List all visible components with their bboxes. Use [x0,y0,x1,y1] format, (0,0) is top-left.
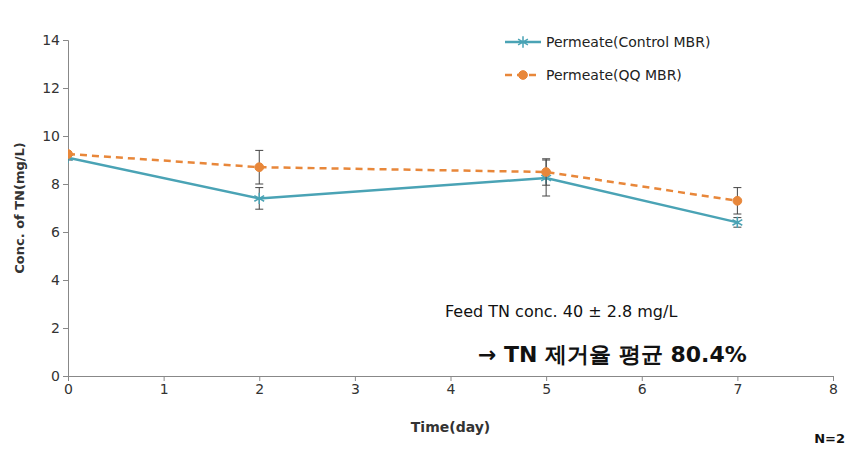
error-bar-line [255,209,263,210]
tick: 14 [42,32,68,48]
tick-mark [63,376,68,377]
error-bar [733,218,741,228]
tick-label: 0 [64,381,73,397]
marker [732,217,742,228]
x-axis: 0 1 2 3 4 5 6 7 8 [64,376,838,397]
chart: 01234567802468101214Time(day)Conc. of TN… [0,0,857,462]
plot: 01234567802468101214 [42,32,838,397]
legend-marker [519,71,528,80]
tick: 12 [42,80,68,96]
annotation: → TN 제거율 평균 80.4% [478,342,747,367]
tick: 6 [51,224,68,240]
error-bar-line [255,150,263,151]
tick-label: 8 [51,176,60,192]
error-bar-line [542,158,550,159]
tick-label: 2 [51,320,60,336]
error-bar [542,159,550,185]
tick: 7 [733,376,742,397]
tick-label: 0 [51,368,60,384]
tick: 5 [542,376,551,397]
tick-label: 10 [42,128,60,144]
tick: 10 [42,128,68,144]
series-line [68,154,737,201]
y-axis-title: Conc. of TN(mg/L) [12,142,27,274]
tick-label: 14 [42,32,60,48]
annotation: N=2 [814,431,845,446]
x-axis-title: Time(day) [411,419,490,435]
tick: 8 [51,176,68,192]
tick-label: 7 [733,381,742,397]
tick-mark [63,40,68,41]
error-bar-line [733,187,741,188]
tick-label: 6 [51,224,60,240]
tick-label: 2 [255,381,264,397]
error-bar [255,188,263,210]
tick-mark [63,328,68,329]
tick-mark [63,88,68,89]
tick: 8 [829,376,838,397]
tick-label: 8 [829,381,838,397]
tick: 4 [447,376,456,397]
tick-label: 1 [160,381,169,397]
legend-label: Permeate(QQ MBR) [546,67,682,83]
error-bar [733,188,741,214]
series-line [68,158,737,223]
tick-mark [63,136,68,137]
annotation: Feed TN conc. 40 ± 2.8 mg/L [445,302,677,321]
marker [542,168,551,177]
marker [733,196,742,205]
axis-line [63,41,69,377]
tick-label: 6 [638,381,647,397]
tick: 1 [160,376,169,397]
tick-label: 4 [447,381,456,397]
legend: Permeate(Control MBR) Permeate(QQ MBR) [505,34,710,83]
tick-label: 5 [542,381,551,397]
tick-label: 4 [51,272,60,288]
legend-item: Permeate(Control MBR) [505,34,710,50]
marker [255,163,264,172]
tick-label: 3 [351,381,360,397]
error-bar [255,150,263,184]
marker [68,150,72,159]
tick-mark [63,280,68,281]
tick-mark [63,184,68,185]
error-bar-line [255,184,263,185]
tick: 3 [351,376,360,397]
error-bar-line [255,187,263,188]
tick: 6 [638,376,647,397]
error-bar-line [542,196,550,197]
tick: 0 [64,376,73,397]
tick: 2 [51,320,68,336]
tick: 4 [51,272,68,288]
legend-marker [518,36,528,47]
marker [254,193,264,204]
y-axis: 0 2 4 6 8 10 12 14 [42,32,68,384]
data-area [68,150,742,228]
tick-label: 12 [42,80,60,96]
error-bar-line [733,214,741,215]
tick-mark [63,232,68,233]
legend-item: Permeate(QQ MBR) [505,67,682,83]
error-bar-line [542,185,550,186]
tick: 0 [51,368,68,384]
tick: 2 [255,376,264,397]
legend-label: Permeate(Control MBR) [546,34,710,50]
